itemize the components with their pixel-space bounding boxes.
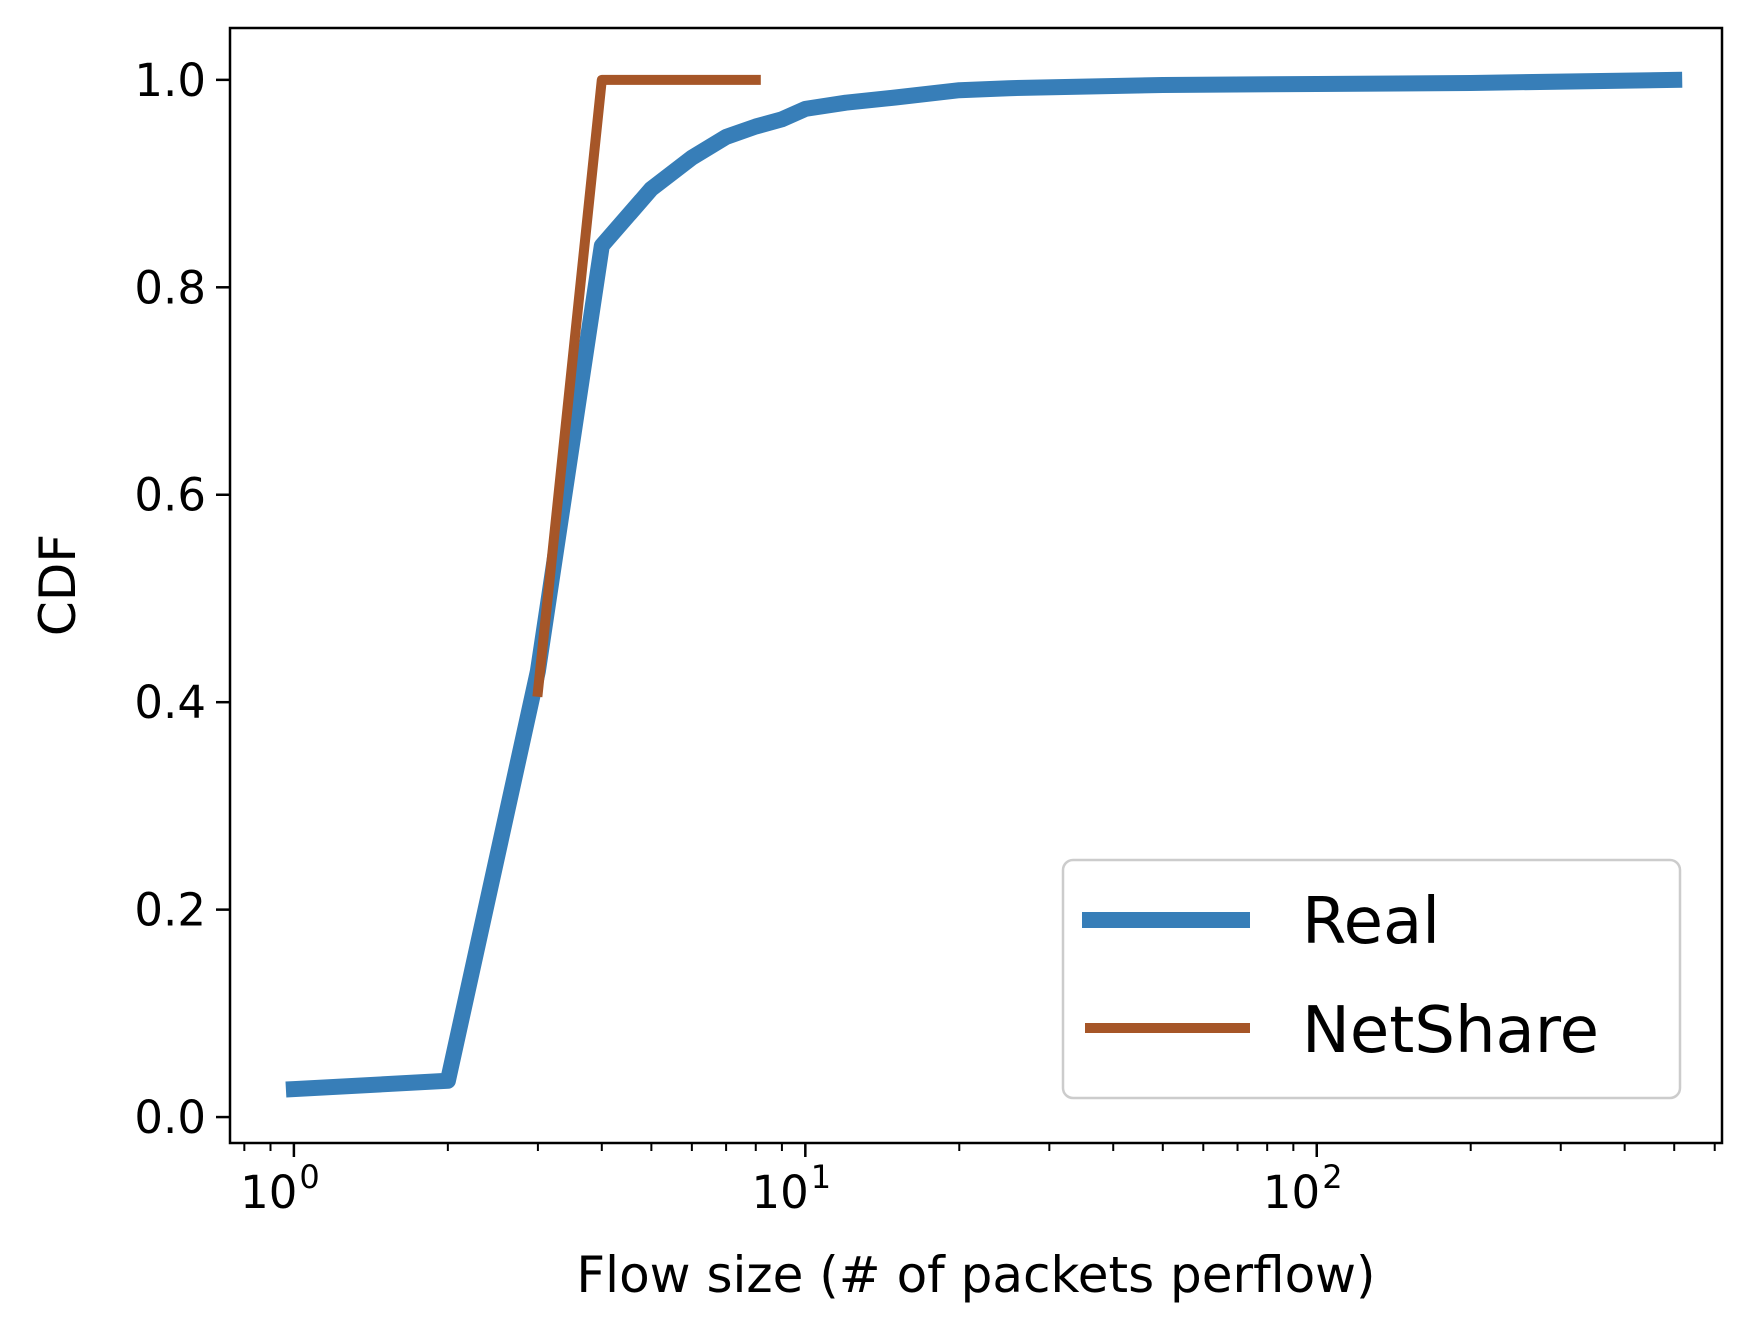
y-tick-label: 0.6	[134, 469, 206, 522]
x-axis-label: Flow size (# of packets perflow)	[576, 1246, 1375, 1304]
x-tick-label: 101	[752, 1158, 832, 1219]
legend: Real NetShare	[1061, 858, 1682, 1100]
legend-label-netshare: NetShare	[1302, 994, 1599, 1068]
y-axis-label: CDF	[29, 534, 87, 636]
y-tick-label: 0.2	[134, 884, 206, 937]
series-line-real	[285, 71, 1683, 1098]
y-tick-label: 0.4	[134, 676, 206, 729]
x-tick-label: 100	[240, 1158, 320, 1219]
y-tick-label: 0.0	[134, 1091, 206, 1144]
y-tick-label: 0.8	[134, 261, 206, 314]
legend-label-real: Real	[1302, 885, 1440, 959]
y-axis-ticks: 0.0 0.2 0.4 0.6 0.8 1.0	[134, 54, 230, 1144]
plot-area-frame	[228, 26, 1724, 1145]
y-tick-label: 1.0	[134, 54, 206, 107]
x-tick-label: 102	[1263, 1158, 1343, 1219]
series-layer	[285, 71, 1683, 1098]
series-line-netshare	[532, 74, 761, 698]
x-axis-ticks: 100 101 102	[240, 1143, 1716, 1219]
